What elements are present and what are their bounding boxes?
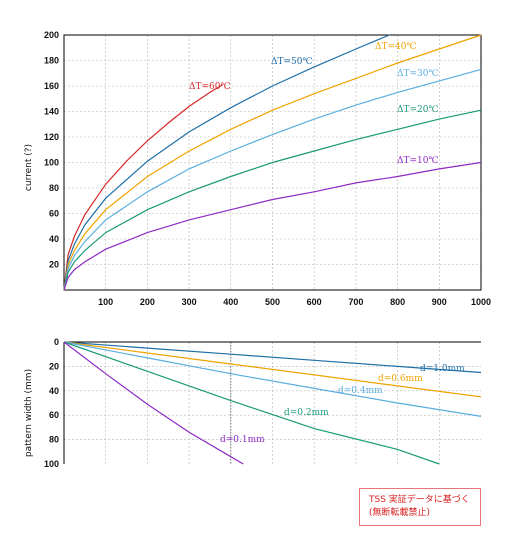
series-line <box>63 68 482 291</box>
x-tick-label: 600 <box>307 297 322 307</box>
y-axis-label: pattern width (mm) <box>24 369 34 457</box>
source-note: TSS 実証データに基づく (無断転載禁止) <box>359 488 481 526</box>
y-tick-label: 40 <box>49 386 59 396</box>
series-label: d=0.6mm <box>378 374 423 384</box>
source-note-line2: (無断転載禁止) <box>369 508 431 518</box>
series-label: d=0.2mm <box>284 408 329 418</box>
x-tick-label: 400 <box>223 297 238 307</box>
y-tick-label: 20 <box>49 260 59 270</box>
y-tick-label: 160 <box>44 81 59 91</box>
series-line <box>63 341 244 465</box>
x-tick-label: 100 <box>98 297 113 307</box>
source-note-line1: TSS 実証データに基づく <box>369 495 470 505</box>
series-label: ΔT=50℃ <box>271 57 313 67</box>
y-tick-label: 60 <box>49 209 59 219</box>
series-label: ΔT=20℃ <box>397 105 439 115</box>
series-line <box>63 34 482 291</box>
series-label: d=0.4mm <box>338 386 383 396</box>
y-tick-label: 20 <box>49 361 59 371</box>
x-tick-label: 200 <box>140 297 155 307</box>
x-tick-label: 300 <box>182 297 197 307</box>
y-tick-label: 60 <box>49 410 59 420</box>
y-axis-label: current (?) <box>24 144 34 191</box>
x-tick-label: 800 <box>390 297 405 307</box>
x-tick-label: 700 <box>348 297 363 307</box>
series-label: ΔT=60℃ <box>189 82 231 92</box>
y-tick-label: 80 <box>49 435 59 445</box>
x-tick-label: 500 <box>265 297 280 307</box>
series-line <box>63 84 223 291</box>
series-label: ΔT=30℃ <box>397 69 439 79</box>
series-label: ΔT=10℃ <box>397 156 439 166</box>
y-tick-label: 40 <box>49 234 59 244</box>
y-tick-label: 100 <box>44 459 59 469</box>
y-tick-label: 100 <box>44 158 59 168</box>
series-label: d=0.1mm <box>220 435 265 445</box>
y-tick-label: 180 <box>44 56 59 66</box>
series-line <box>63 341 440 465</box>
series-line <box>63 109 482 291</box>
y-tick-label: 200 <box>44 30 59 40</box>
current-chart: 100 200 300 400 500 600 700 800 900 1000 20 40 60 80 1… <box>24 30 491 307</box>
y-tick-label: 80 <box>49 183 59 193</box>
series-line <box>63 341 482 398</box>
series-line <box>63 341 482 417</box>
y-tick-label: 120 <box>44 132 59 142</box>
y-tick-label: 140 <box>44 107 59 117</box>
series-line <box>63 161 482 291</box>
series-line <box>63 34 390 291</box>
series-line <box>63 341 482 374</box>
series-label: ΔT=40℃ <box>375 42 417 52</box>
series-label: d=1.0mm <box>420 364 465 374</box>
x-tick-label: 900 <box>432 297 447 307</box>
x-tick-label: 1000 <box>471 297 491 307</box>
y-tick-label: 0 <box>54 337 59 347</box>
